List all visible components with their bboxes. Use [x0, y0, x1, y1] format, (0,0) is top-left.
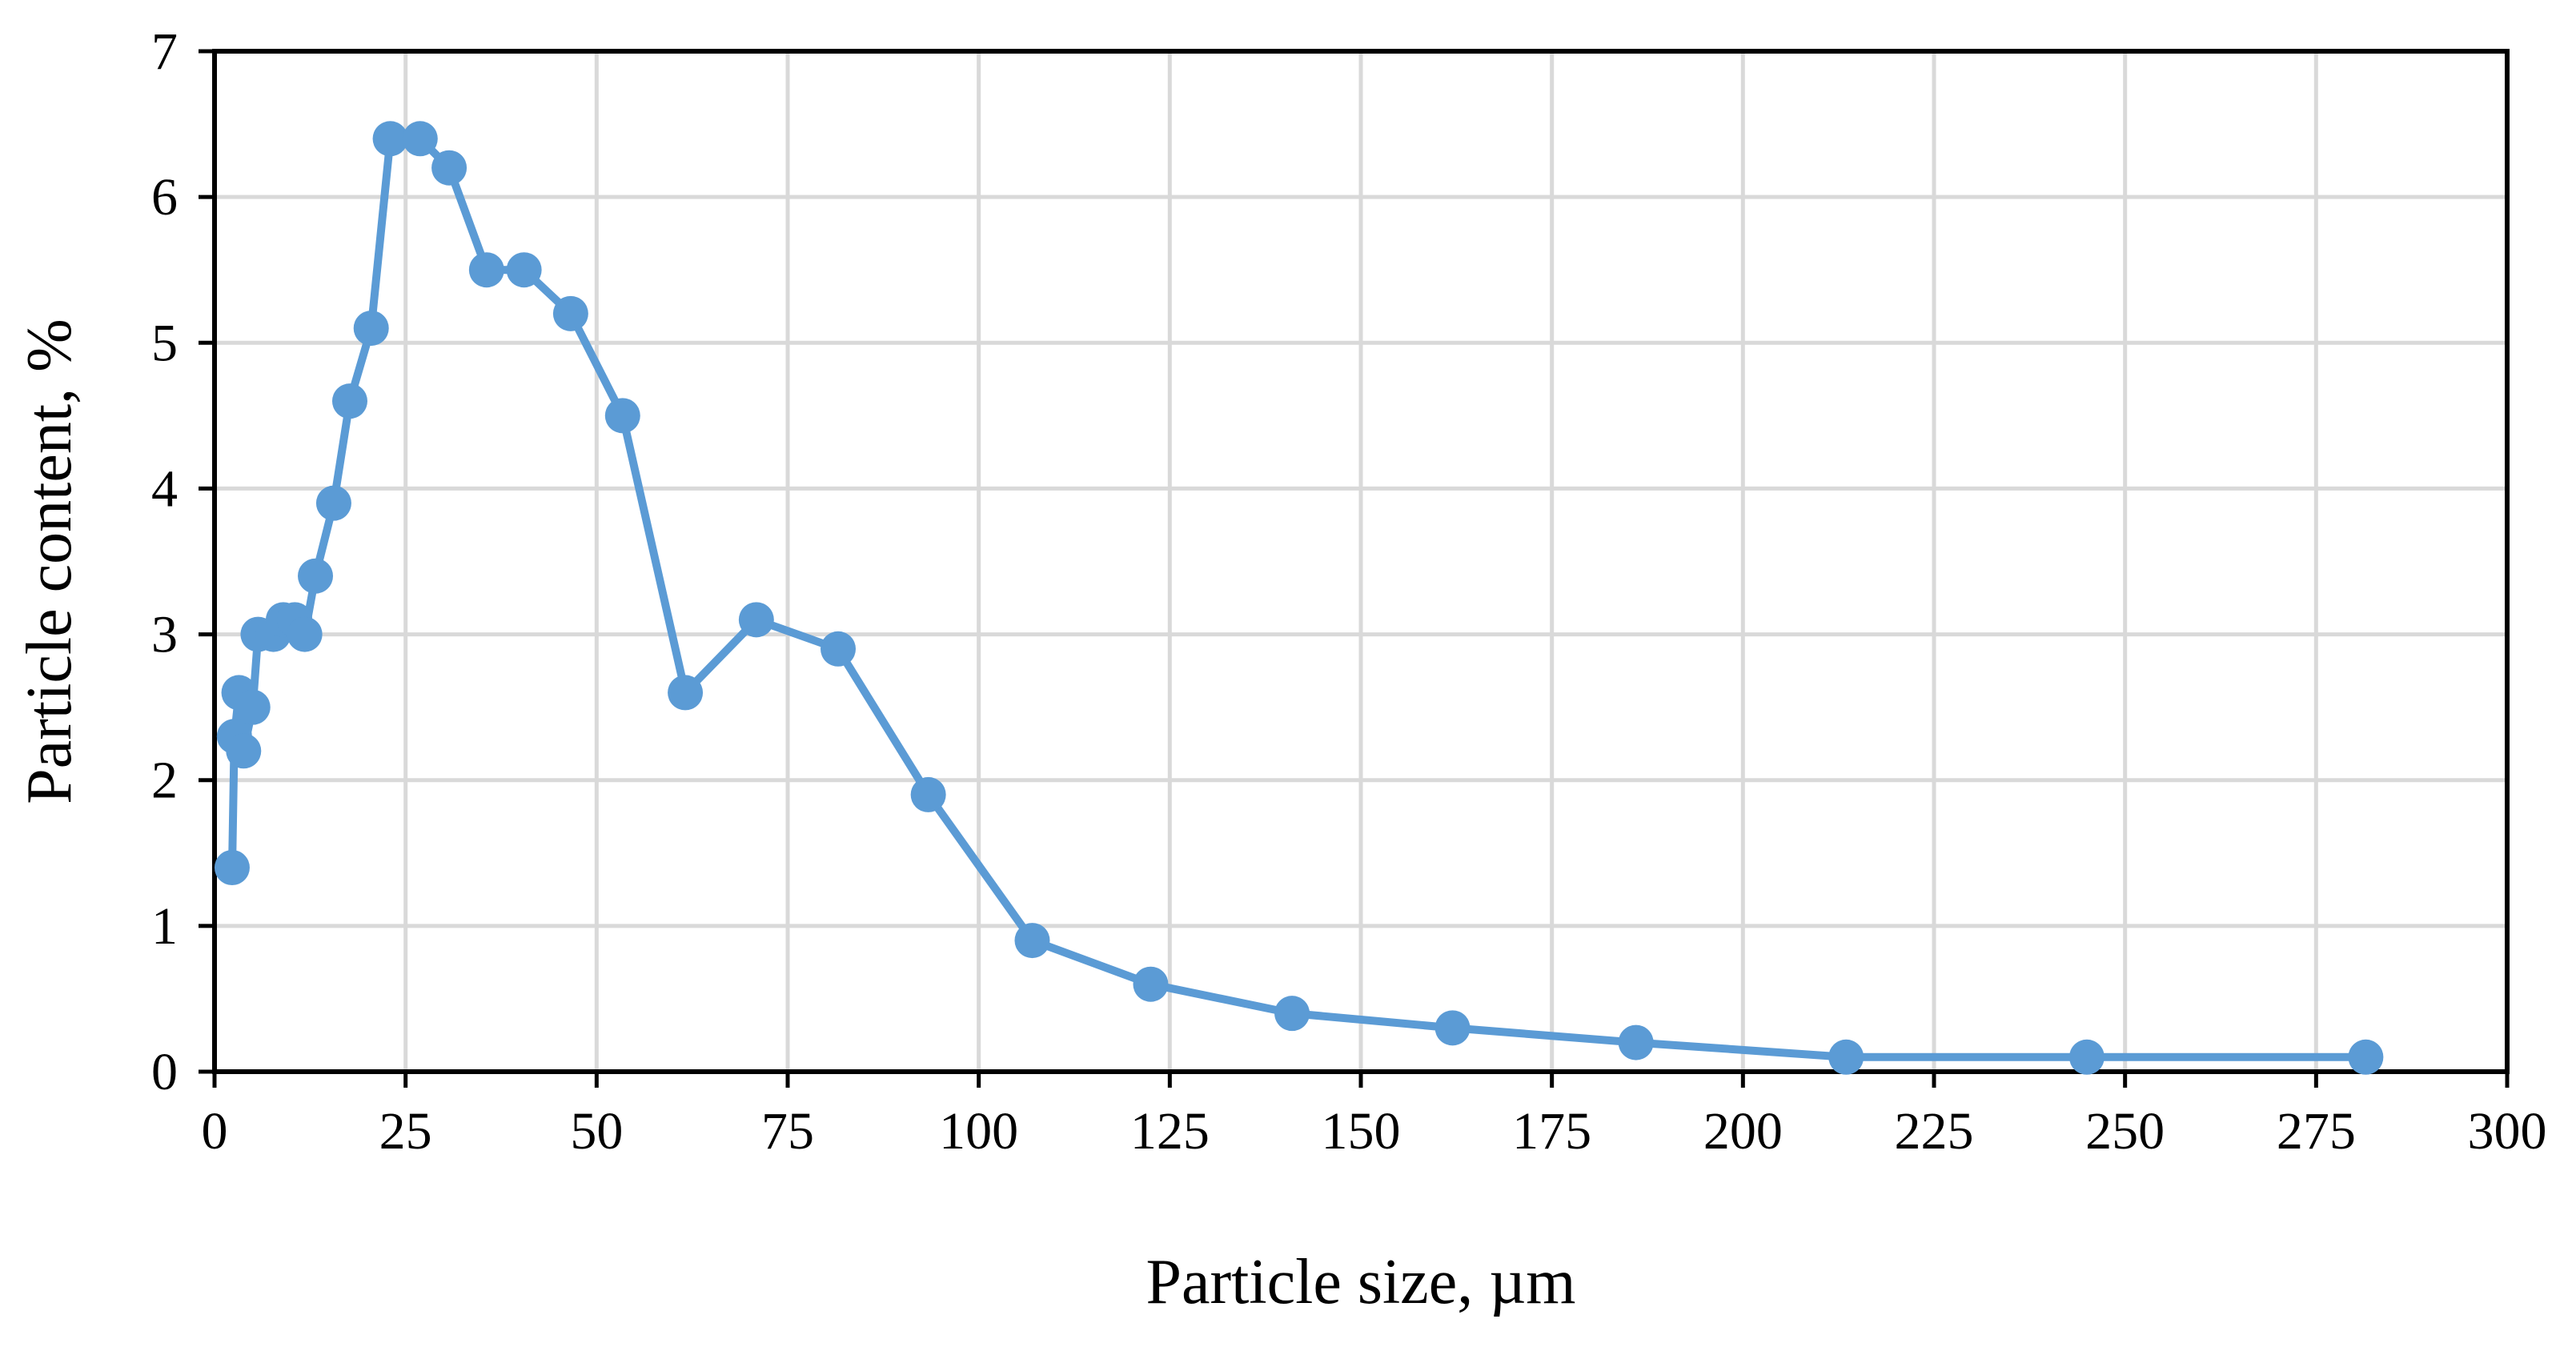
data-point — [821, 631, 857, 667]
data-point — [402, 121, 438, 157]
x-tick-label: 200 — [1703, 1102, 1783, 1161]
data-point — [1014, 923, 1050, 959]
y-tick-label: 5 — [151, 314, 178, 372]
data-point — [372, 121, 408, 157]
data-point — [431, 150, 467, 186]
y-tick-label: 1 — [151, 897, 178, 956]
x-tick-label: 100 — [939, 1102, 1018, 1161]
data-point — [226, 733, 262, 769]
data-point — [1434, 1010, 1471, 1046]
data-point — [552, 295, 588, 331]
x-tick-label: 0 — [202, 1102, 228, 1161]
series-line — [228, 134, 2370, 1061]
data-point — [331, 383, 367, 419]
y-axis-title: Particle content, % — [14, 319, 85, 804]
data-point — [468, 252, 504, 288]
data-point — [214, 850, 250, 885]
x-tick-label: 275 — [2277, 1102, 2356, 1161]
data-point — [604, 398, 640, 434]
y-tick-label: 4 — [151, 459, 178, 518]
x-tick-label: 225 — [1895, 1102, 1974, 1161]
x-tick-label: 250 — [2085, 1102, 2165, 1161]
x-axis-tick-labels: 0 25 50 75 100 125 150 175 200 225 250 275 300 — [202, 1102, 2547, 1161]
gridlines — [212, 49, 2510, 1074]
x-tick-label: 150 — [1322, 1102, 1401, 1161]
data-point — [287, 616, 323, 652]
y-tick-label: 2 — [151, 752, 178, 810]
data-series — [214, 121, 2384, 1075]
data-point — [1618, 1024, 1654, 1060]
data-point — [738, 602, 774, 638]
data-point — [298, 558, 334, 594]
data-point — [910, 776, 946, 812]
data-point — [2068, 1039, 2105, 1075]
y-tick-label: 7 — [151, 22, 178, 81]
data-point — [1274, 996, 1310, 1032]
axis-ticks — [199, 49, 2510, 1088]
data-point — [2348, 1039, 2384, 1075]
data-point — [1133, 966, 1169, 1002]
y-tick-label: 3 — [151, 606, 178, 664]
data-point — [353, 311, 389, 347]
x-tick-label: 50 — [570, 1102, 623, 1161]
x-tick-label: 175 — [1512, 1102, 1591, 1161]
x-tick-label: 75 — [761, 1102, 814, 1161]
x-tick-label: 300 — [2468, 1102, 2547, 1161]
data-point — [235, 689, 271, 725]
x-axis-title: Particle size, µm — [1146, 1247, 1575, 1317]
y-tick-label: 6 — [151, 168, 178, 227]
data-point — [506, 252, 542, 288]
y-axis-tick-labels: 0 1 2 3 4 5 6 7 — [151, 22, 178, 1101]
x-tick-label: 25 — [379, 1102, 432, 1161]
y-tick-label: 0 — [151, 1043, 178, 1101]
x-tick-label: 125 — [1130, 1102, 1210, 1161]
data-point — [1828, 1039, 1864, 1075]
data-point — [668, 675, 704, 711]
data-point — [315, 485, 351, 521]
